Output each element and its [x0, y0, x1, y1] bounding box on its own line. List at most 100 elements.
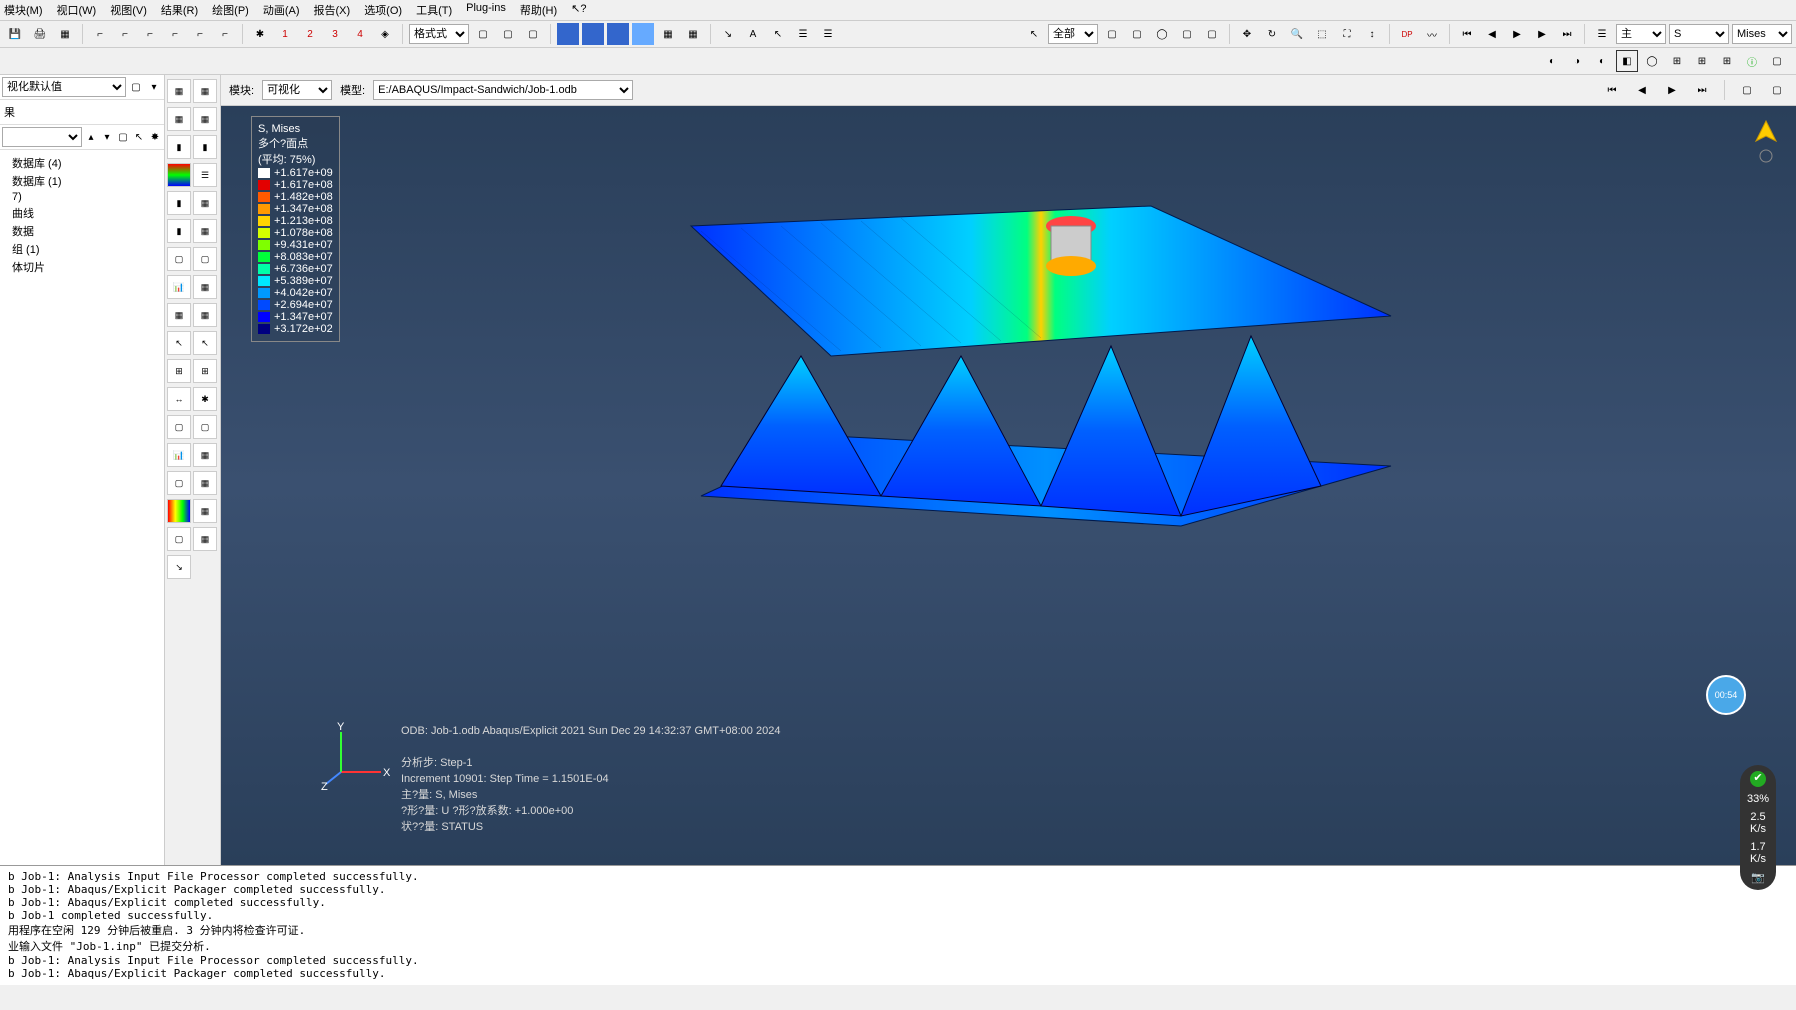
tree-item[interactable]: 体切片	[4, 258, 160, 276]
view-3-button[interactable]: 3	[324, 23, 346, 45]
menu-view[interactable]: 视图(V)	[110, 2, 147, 18]
box-icon[interactable]: ▢	[472, 23, 494, 45]
menu-report[interactable]: 报告(X)	[314, 2, 351, 18]
render-select[interactable]: 格式式	[409, 24, 469, 44]
tb-l-icon[interactable]: ▦	[167, 303, 191, 327]
tb-k-icon[interactable]: ▦	[193, 275, 217, 299]
preset-drop-icon[interactable]: ▾	[146, 79, 162, 95]
tb-a-icon[interactable]: ▮	[167, 135, 191, 159]
axis-icon[interactable]: ✱	[249, 23, 271, 45]
zoom-box-icon[interactable]: ⬚	[1311, 23, 1333, 45]
tb-q-icon[interactable]: ✱	[193, 387, 217, 411]
menu-animate[interactable]: 动画(A)	[263, 2, 300, 18]
menu-module[interactable]: 模块(M)	[4, 2, 43, 18]
view-1-button[interactable]: 1	[274, 23, 296, 45]
vcr-first-icon[interactable]: ⏮	[1456, 23, 1478, 45]
sel2-icon[interactable]: ▢	[1126, 23, 1148, 45]
tb-y-icon[interactable]: ▢	[167, 527, 191, 551]
dp-icon[interactable]: DP	[1396, 23, 1418, 45]
shade3-icon[interactable]	[607, 23, 629, 45]
hist-icon[interactable]: ☰	[1591, 23, 1613, 45]
module-select[interactable]: 可视化	[262, 80, 332, 100]
tb-t-icon[interactable]: 📊	[167, 443, 191, 467]
text-icon[interactable]: A	[742, 23, 764, 45]
view-4-button[interactable]: 4	[349, 23, 371, 45]
vcr-prev-icon[interactable]: ◀	[1481, 23, 1503, 45]
tb-contour-icon[interactable]: ▦	[167, 107, 191, 131]
tb-v-icon[interactable]: ▢	[167, 471, 191, 495]
cursor-icon[interactable]: ↖	[767, 23, 789, 45]
tb-w-icon[interactable]: ▦	[193, 471, 217, 495]
list1-icon[interactable]: ☰	[792, 23, 814, 45]
box2-icon[interactable]: ▢	[497, 23, 519, 45]
vcr-play-icon[interactable]: ▶	[1506, 23, 1528, 45]
menu-plugins[interactable]: Plug-ins	[466, 2, 506, 18]
cs-iso-icon[interactable]: ⌐	[164, 23, 186, 45]
menu-options[interactable]: 选项(O)	[364, 2, 402, 18]
save-icon[interactable]: 💾	[4, 23, 26, 45]
query-icon[interactable]: ↘	[717, 23, 739, 45]
sort-icon[interactable]: ↕	[1361, 23, 1383, 45]
tb-spectrum-icon[interactable]	[167, 163, 191, 187]
list2-icon[interactable]: ☰	[817, 23, 839, 45]
c9-icon[interactable]: ▢	[1766, 50, 1788, 72]
tb-deformed-icon[interactable]: ▦	[193, 79, 217, 103]
grid-icon[interactable]: ▦	[54, 23, 76, 45]
sel4-icon[interactable]: ▢	[1176, 23, 1198, 45]
cs-2-icon[interactable]: ⌐	[214, 23, 236, 45]
rotate-icon[interactable]: ↻	[1261, 23, 1283, 45]
c6-icon[interactable]: ⊞	[1666, 50, 1688, 72]
tree-filter-select[interactable]	[2, 127, 82, 147]
pan-icon[interactable]: ✥	[1236, 23, 1258, 45]
info-icon[interactable]: ⓘ	[1741, 50, 1763, 72]
tb-g-icon[interactable]: ▦	[193, 219, 217, 243]
sel1-icon[interactable]: ▢	[1101, 23, 1123, 45]
tb-e-icon[interactable]: ▦	[193, 191, 217, 215]
tb-j-icon[interactable]: 📊	[167, 275, 191, 299]
primary-select[interactable]: 主	[1616, 24, 1666, 44]
shade2-icon[interactable]	[582, 23, 604, 45]
menu-results[interactable]: 结果(R)	[161, 2, 198, 18]
perf-widget[interactable]: ✔ 33% 2.5K/s 1.7K/s 📷	[1740, 765, 1776, 890]
vp1-icon[interactable]: ▢	[1736, 79, 1758, 101]
tb-p-icon[interactable]: ↔	[167, 387, 191, 411]
frame-prev-icon[interactable]: ◀	[1631, 79, 1653, 101]
tree-dn-icon[interactable]: ▾	[100, 130, 114, 144]
sel5-icon[interactable]: ▢	[1201, 23, 1223, 45]
tree-b2-icon[interactable]: ↖	[132, 130, 146, 144]
tb-z-icon[interactable]: ▦	[193, 527, 217, 551]
persp-icon[interactable]: ◈	[374, 23, 396, 45]
wave-icon[interactable]: 〰	[1421, 23, 1443, 45]
message-area[interactable]: b Job-1: Analysis Input File Processor c…	[0, 865, 1796, 985]
tb-d-icon[interactable]: ▮	[167, 191, 191, 215]
tb-rainbow-icon[interactable]	[167, 499, 191, 523]
tb-f-icon[interactable]: ▮	[167, 219, 191, 243]
cs-xy-icon[interactable]: ⌐	[89, 23, 111, 45]
tb-m-icon[interactable]: ▦	[193, 303, 217, 327]
c4-icon[interactable]: ◧	[1616, 50, 1638, 72]
tree-item[interactable]: 组 (1)	[4, 240, 160, 258]
c5-icon[interactable]: ◯	[1641, 50, 1663, 72]
vp2-icon[interactable]: ▢	[1766, 79, 1788, 101]
tree-item[interactable]: 数据库 (4)	[4, 154, 160, 172]
fit-icon[interactable]: ⛶	[1336, 23, 1358, 45]
tb-u-icon[interactable]: ▦	[193, 443, 217, 467]
3d-viewport[interactable]: S, Mises 多个?面点 (平均: 75%) +1.617e+09+1.61…	[221, 106, 1796, 865]
model-tree[interactable]: 数据库 (4) 数据库 (1) 7) 曲线 数据 组 (1) 体切片	[0, 150, 164, 865]
frame-first-icon[interactable]: ⏮	[1601, 79, 1623, 101]
tb-r-icon[interactable]: ▢	[167, 415, 191, 439]
menu-tools[interactable]: 工具(T)	[416, 2, 452, 18]
zoom-icon[interactable]: 🔍	[1286, 23, 1308, 45]
sel3-icon[interactable]: ◯	[1151, 23, 1173, 45]
menu-help[interactable]: 帮助(H)	[520, 2, 557, 18]
tree-b3-icon[interactable]: ✸	[148, 130, 162, 144]
var-s-select[interactable]: S	[1669, 24, 1729, 44]
wire-icon[interactable]: ▦	[657, 23, 679, 45]
menu-plot[interactable]: 绘图(P)	[212, 2, 249, 18]
tb-i-icon[interactable]: ▢	[193, 247, 217, 271]
tree-item[interactable]: 7)	[4, 190, 160, 204]
tb-undeformed-icon[interactable]: ▦	[167, 79, 191, 103]
vcr-last-icon[interactable]: ⏭	[1556, 23, 1578, 45]
tb-h-icon[interactable]: ▢	[167, 247, 191, 271]
filter-select[interactable]: 全部	[1048, 24, 1098, 44]
